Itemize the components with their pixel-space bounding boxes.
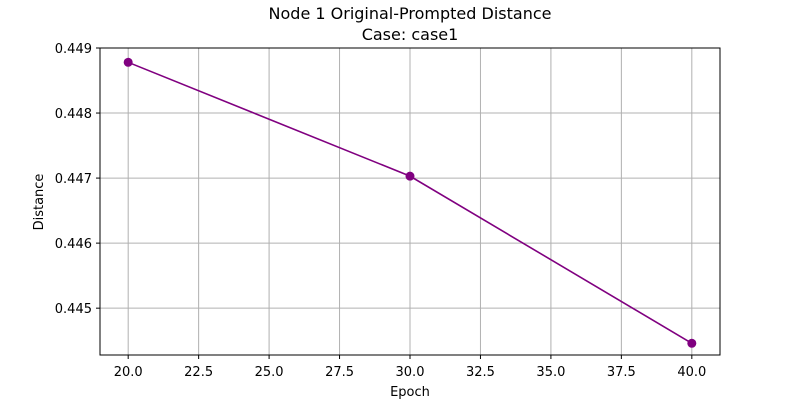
x-tick-label: 37.5 <box>607 365 636 380</box>
data-point <box>687 338 697 348</box>
data-point <box>405 171 415 181</box>
x-tick-label: 40.0 <box>677 365 706 380</box>
x-tick-label: 22.5 <box>184 365 213 380</box>
x-tick-label: 32.5 <box>466 365 495 380</box>
x-tick-label: 27.5 <box>325 365 354 380</box>
y-tick-label: 0.445 <box>55 302 92 317</box>
y-tick-label: 0.449 <box>55 42 92 57</box>
y-axis-label: Distance <box>32 174 47 231</box>
x-tick-label: 25.0 <box>255 365 284 380</box>
y-tick-label: 0.446 <box>55 237 92 252</box>
chart-subtitle: Case: case1 <box>362 25 459 44</box>
chart-title: Node 1 Original-Prompted Distance <box>269 4 552 23</box>
x-axis-ticks: 20.0 22.5 25.0 27.5 30.0 32.5 35.0 37.5 40.0 <box>114 355 706 380</box>
grid-lines <box>100 47 720 355</box>
plot-frame <box>99 47 721 356</box>
y-tick-label: 0.447 <box>55 172 92 187</box>
y-tick-label: 0.448 <box>55 107 92 122</box>
x-tick-label: 20.0 <box>114 365 143 380</box>
x-tick-label: 30.0 <box>396 365 425 380</box>
data-point <box>123 57 133 67</box>
series-group <box>123 57 697 348</box>
x-tick-label: 35.0 <box>536 365 565 380</box>
x-axis-label: Epoch <box>390 385 430 400</box>
y-axis-ticks: 0.445 0.446 0.447 0.448 0.449 <box>55 42 100 317</box>
